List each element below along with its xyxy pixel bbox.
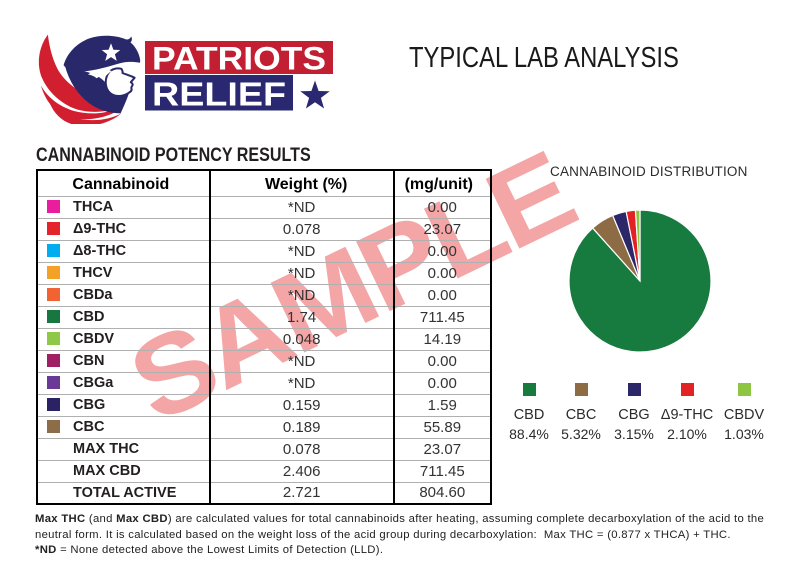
svg-text:RELIEF: RELIEF: [152, 76, 286, 113]
svg-text:PATRIOTS: PATRIOTS: [152, 41, 326, 77]
